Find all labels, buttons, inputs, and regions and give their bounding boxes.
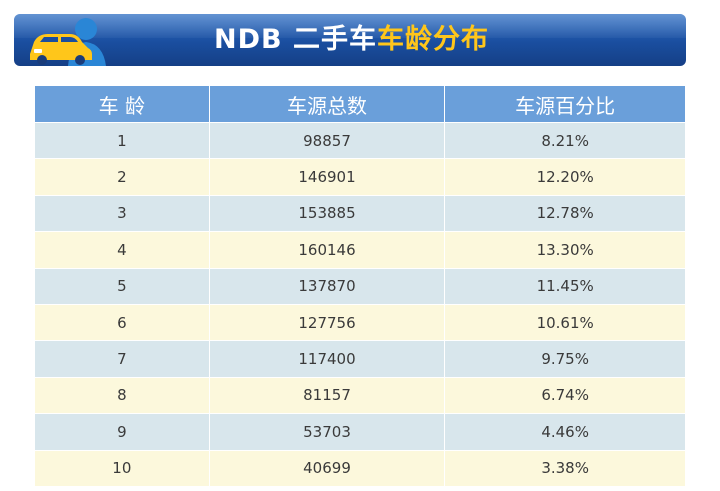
cell-percent: 10.61%: [444, 303, 686, 342]
header-car-age: 车 龄: [34, 86, 210, 123]
table-row: 10 40699 3.38%: [34, 449, 686, 487]
cell-age: 8: [34, 376, 210, 415]
cell-percent: 6.74%: [444, 376, 686, 415]
cell-count: 137870: [208, 267, 446, 305]
cell-age: 6: [34, 303, 210, 342]
table-row: 6 127756 10.61%: [34, 303, 686, 342]
cell-percent: 3.38%: [444, 449, 686, 487]
cell-count: 127756: [208, 303, 446, 342]
cell-count: 53703: [208, 413, 446, 451]
header-listing-percent: 车源百分比: [444, 86, 686, 123]
cell-age: 4: [34, 231, 210, 269]
table-row: 2 146901 12.20%: [34, 158, 686, 196]
table-header-row: 车 龄 车源总数 车源百分比: [34, 86, 686, 123]
cell-count: 40699: [208, 449, 446, 487]
table-row: 4 160146 13.30%: [34, 231, 686, 269]
cell-count: 153885: [208, 194, 446, 233]
cell-count: 81157: [208, 376, 446, 415]
title-prefix: NDB 二手车: [214, 24, 377, 55]
table-row: 5 137870 11.45%: [34, 267, 686, 305]
table-row: 3 153885 12.78%: [34, 194, 686, 233]
cell-count: 160146: [208, 231, 446, 269]
cell-percent: 8.21%: [444, 121, 686, 160]
cell-percent: 12.20%: [444, 158, 686, 196]
car-driver-logo-icon: [30, 18, 106, 66]
table-row: 7 117400 9.75%: [34, 340, 686, 378]
table-row: 1 98857 8.21%: [34, 121, 686, 160]
cell-age: 9: [34, 413, 210, 451]
table-row: 8 81157 6.74%: [34, 376, 686, 415]
cell-age: 2: [34, 158, 210, 196]
cell-percent: 12.78%: [444, 194, 686, 233]
title-banner: NDB 二手车车龄分布: [14, 14, 686, 66]
cell-age: 3: [34, 194, 210, 233]
cell-percent: 9.75%: [444, 340, 686, 378]
cell-percent: 13.30%: [444, 231, 686, 269]
cell-age: 1: [34, 121, 210, 160]
header-total-listings: 车源总数: [208, 86, 446, 123]
banner-gloss: [14, 14, 686, 38]
cell-percent: 11.45%: [444, 267, 686, 305]
cell-count: 146901: [208, 158, 446, 196]
table-row: 9 53703 4.46%: [34, 413, 686, 451]
cell-age: 5: [34, 267, 210, 305]
page-title: NDB 二手车车龄分布: [214, 14, 489, 66]
cell-percent: 4.46%: [444, 413, 686, 451]
cell-age: 10: [34, 449, 210, 487]
car-age-distribution-table: 车 龄 车源总数 车源百分比 1 98857 8.21% 2 146901 12…: [34, 86, 686, 487]
title-accent: 车龄分布: [377, 24, 489, 55]
cell-count: 117400: [208, 340, 446, 378]
cell-count: 98857: [208, 121, 446, 160]
cell-age: 7: [34, 340, 210, 378]
